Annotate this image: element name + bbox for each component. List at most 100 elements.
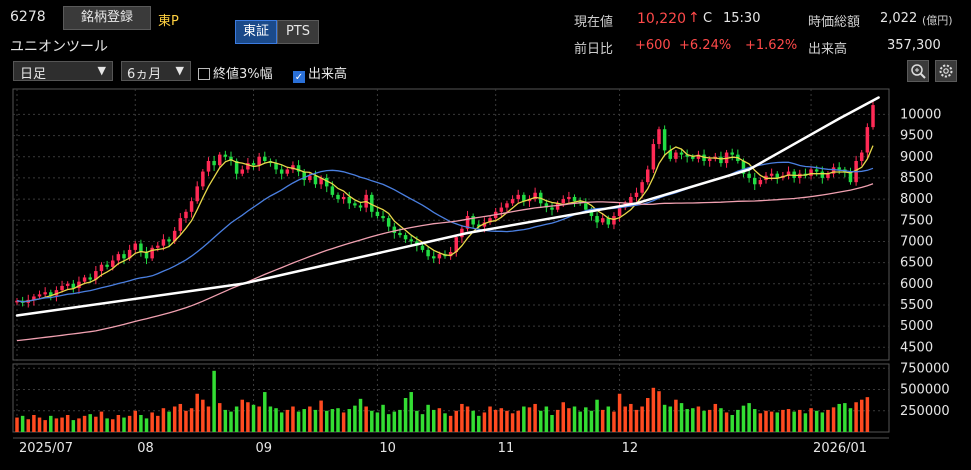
candle-body [477, 224, 481, 227]
volume-bar [600, 409, 605, 432]
volume-bar [567, 408, 571, 432]
volume-bar [415, 410, 419, 432]
candle-body [437, 254, 442, 259]
candle-body [420, 245, 425, 250]
volume-bar [561, 402, 566, 432]
candle-body [409, 239, 413, 242]
change-percent-secondary: +1.62% [745, 38, 798, 53]
volume-bar [229, 411, 233, 432]
volume-bar [769, 411, 774, 432]
volume-bar [724, 412, 729, 432]
candle-body [381, 216, 385, 219]
volume-bar [426, 404, 430, 432]
volume-bar [20, 415, 25, 432]
volume-bar [685, 409, 689, 432]
candle-body [645, 169, 650, 183]
price-tick-label: 7000 [900, 234, 933, 249]
volume-bar [589, 410, 594, 432]
candle-body [522, 194, 526, 202]
volume-bar [364, 406, 368, 432]
candle-body [471, 216, 475, 225]
candle-body [769, 173, 774, 176]
volume-bar [691, 408, 695, 432]
range-select-value: 6ヵ月 [127, 67, 162, 82]
candle-body [263, 156, 267, 161]
volume-bar [595, 399, 599, 432]
volume-bar [544, 406, 549, 432]
candle-body [234, 160, 239, 174]
x-tick-label: 08 [137, 441, 154, 456]
volume-bar [854, 402, 858, 432]
volume-bar [781, 409, 785, 432]
volume-bar [538, 410, 543, 432]
candle-body [189, 201, 194, 212]
volume-bar [522, 406, 526, 432]
candle-body [54, 290, 59, 296]
volume-bar [375, 412, 380, 432]
option-close-3pct[interactable]: 終値3%幅 [198, 63, 273, 82]
candle-body [156, 245, 160, 248]
volume-bar [612, 411, 616, 432]
x-tick-label: 10 [379, 441, 396, 456]
candle-body [505, 203, 509, 208]
candle-body [257, 156, 261, 166]
price-tick-label: 9000 [900, 150, 933, 165]
candle-body [324, 177, 329, 187]
exchange-tab-tse[interactable]: 東証 [235, 20, 277, 44]
candle-body [865, 127, 870, 153]
x-tick-label: 2026/01 [813, 441, 867, 456]
zoom-button[interactable] [907, 60, 929, 82]
candle-body [110, 260, 115, 267]
volume-bar [398, 409, 402, 432]
volume-bar [510, 413, 515, 432]
volume-bar [324, 410, 329, 432]
volume-bar [606, 406, 611, 432]
candle-body [43, 292, 47, 295]
range-select[interactable]: 6ヵ月 ▼ [121, 61, 191, 82]
exchange-tab-pts[interactable]: PTS [277, 20, 319, 44]
candle-body [826, 173, 830, 178]
volume-bar [482, 412, 487, 432]
period-select[interactable]: 日足 ▼ [13, 61, 113, 82]
candle-body [223, 154, 228, 157]
volume-bar [454, 410, 459, 432]
volume-bar [848, 408, 853, 432]
checkbox-icon[interactable] [198, 68, 210, 80]
candle-body [88, 277, 92, 280]
period-select-value: 日足 [20, 67, 47, 82]
volume-bar [370, 410, 374, 432]
volume-bar [37, 417, 42, 432]
volume-bar [493, 409, 498, 432]
volume-bar [859, 399, 864, 432]
price-tick-label: 8500 [900, 171, 933, 186]
candle-body [15, 300, 19, 303]
volume-bar [696, 406, 701, 432]
option-volume[interactable]: ✓ 出来高 [293, 63, 347, 83]
volume-bar [629, 403, 633, 432]
candle-body [561, 199, 566, 204]
candle-body [139, 243, 143, 253]
volume-bar [217, 403, 222, 432]
candle-body [482, 222, 487, 227]
candle-body [719, 156, 723, 164]
candle-body [848, 171, 853, 183]
candle-body [533, 192, 537, 200]
volume-bar [302, 409, 306, 432]
register-stock-button[interactable]: 銘柄登録 [63, 6, 151, 30]
volume-bar [803, 413, 808, 432]
volume-bar [572, 406, 577, 432]
volume-bar [674, 399, 678, 432]
volume-bar [820, 412, 825, 432]
price-tick-label: 10000 [900, 107, 941, 122]
volume-bar [443, 413, 447, 432]
checkbox-checked-icon[interactable]: ✓ [293, 71, 305, 83]
volume-bar [201, 399, 205, 432]
volume-bar [26, 419, 31, 432]
candle-body [251, 163, 256, 166]
settings-button[interactable] [935, 60, 957, 82]
volume-bar [516, 410, 520, 432]
volume-bar [764, 410, 768, 432]
candle-body [595, 216, 599, 223]
candle-body [448, 252, 453, 257]
